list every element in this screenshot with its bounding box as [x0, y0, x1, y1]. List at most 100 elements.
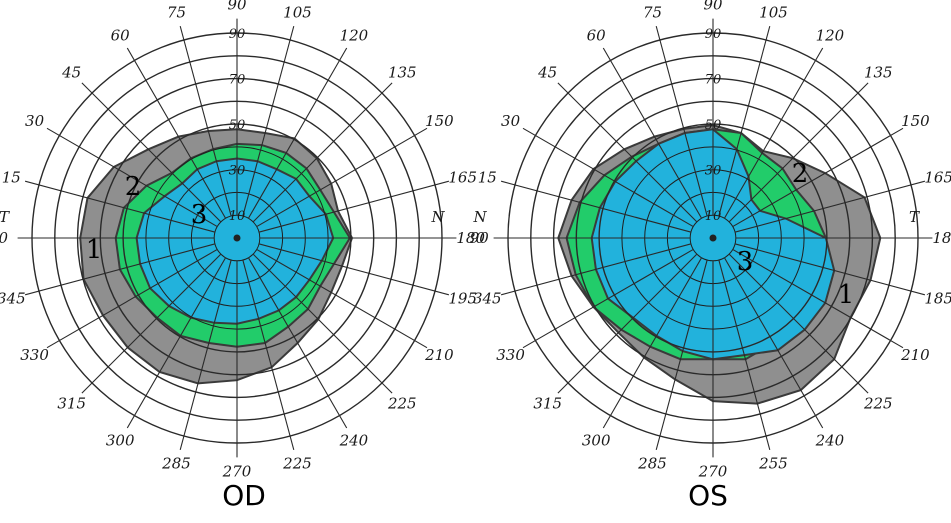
visual-field-chart-od: 0153045607590105120135150165180195210225…: [0, 0, 485, 481]
meridian-label: 60: [587, 27, 607, 45]
meridian-line: [602, 257, 703, 429]
meridian-line: [179, 259, 232, 451]
meridian-label: 150: [901, 112, 930, 130]
zone-number-1: 1: [838, 280, 855, 310]
meridian-line: [723, 47, 824, 219]
zone-number-3: 3: [737, 247, 754, 277]
meridian-line: [655, 25, 708, 217]
meridian-label: 105: [283, 3, 312, 21]
meridian-label: 135: [864, 64, 893, 82]
meridian-line: [522, 248, 694, 349]
meridian-label: 60: [111, 27, 131, 45]
zone-number-1: 1: [86, 235, 103, 265]
meridian-line: [734, 243, 926, 296]
eye-label-os: OS: [688, 479, 728, 512]
meridian-label: 180: [932, 229, 951, 247]
meridian-line: [728, 253, 869, 394]
perimeter-grid: [493, 18, 933, 458]
ring-degree-label: 30: [229, 164, 246, 179]
meridian-label: 315: [57, 394, 86, 412]
meridian-line: [126, 257, 227, 429]
meridian-labels: 9015304560759010512013515016518018521022…: [470, 0, 951, 481]
meridian-label: 120: [816, 27, 845, 45]
meridian-line: [734, 180, 926, 233]
ring-degree-label: 10: [705, 209, 722, 224]
meridian-line: [247, 47, 348, 219]
meridian-label: 315: [533, 394, 562, 412]
zone-number-2: 2: [125, 172, 142, 202]
meridian-label: 255: [758, 455, 788, 473]
field-zones: [79, 128, 354, 385]
zone-number-2: 2: [792, 159, 809, 189]
zone-3-area: [136, 158, 334, 324]
meridian-line: [522, 127, 694, 228]
meridian-label: 300: [106, 431, 135, 449]
meridian-label: 135: [388, 64, 417, 82]
meridian-label: 150: [425, 112, 454, 130]
meridian-label: 240: [815, 431, 845, 449]
meridian-line: [500, 180, 692, 233]
ring-degree-label: 50: [229, 118, 246, 133]
meridian-line: [602, 47, 703, 219]
meridian-label: 30: [501, 112, 521, 130]
zone-3-area: [591, 129, 835, 360]
meridian-line: [126, 47, 227, 219]
perimeter-grid: [17, 18, 457, 458]
ring-degree-label: 70: [229, 73, 246, 88]
zone-number-labels: 1 2 3: [86, 172, 208, 265]
ring-degree-label: 10: [229, 209, 246, 224]
meridian-label: 165: [924, 169, 951, 187]
zone-number-3: 3: [191, 200, 208, 230]
meridian-line: [81, 82, 222, 223]
side-label-left: N: [472, 208, 487, 226]
ring-degree-labels: 10 30 50 70 90: [705, 27, 722, 224]
meridian-line: [557, 253, 698, 394]
meridian-line: [655, 259, 708, 451]
meridian-label: 225: [387, 394, 417, 412]
ring-degree-label: 30: [705, 164, 722, 179]
meridian-label: 45: [61, 64, 81, 82]
meridian-label: 15: [2, 169, 21, 187]
meridian-label: 180: [456, 229, 485, 247]
meridian-label: 90: [703, 0, 723, 13]
meridian-line: [242, 259, 295, 451]
meridian-line: [500, 243, 692, 296]
meridian-label: 30: [25, 112, 45, 130]
fixation-point: [709, 234, 717, 242]
ring-degree-label: 90: [229, 27, 246, 42]
meridian-label: 270: [222, 463, 252, 481]
meridian-label: 120: [340, 27, 369, 45]
ring-degree-labels: 10 30 50 70 90: [229, 27, 246, 224]
meridian-label: 225: [282, 455, 312, 473]
meridian-line: [247, 257, 348, 429]
ring-degree-label: 50: [705, 118, 722, 133]
meridian-labels: 0153045607590105120135150165180195210225…: [0, 0, 485, 481]
meridian-label: 45: [537, 64, 557, 82]
meridian-line: [718, 25, 771, 217]
meridian-line: [24, 180, 216, 233]
meridian-label: 75: [167, 3, 186, 21]
meridian-label: 90: [227, 0, 247, 13]
meridian-label: 75: [643, 3, 662, 21]
meridian-label: 195: [448, 290, 477, 308]
ring-degree-label: 90: [705, 27, 722, 42]
meridian-line: [252, 82, 393, 223]
meridian-label: 285: [161, 455, 191, 473]
meridian-label: 15: [478, 169, 497, 187]
meridian-label: 300: [582, 431, 611, 449]
meridian-label: 285: [637, 455, 667, 473]
meridian-line: [723, 257, 824, 429]
meridian-label: 330: [496, 346, 525, 364]
meridian-line: [256, 248, 428, 349]
meridian-label: 345: [473, 290, 502, 308]
meridian-line: [242, 25, 295, 217]
meridian-label: 210: [900, 346, 930, 364]
meridian-label: 330: [20, 346, 49, 364]
meridian-label: 90: [470, 229, 490, 247]
meridian-line: [256, 127, 428, 228]
meridian-line: [718, 259, 771, 451]
side-label-left: T: [0, 208, 10, 226]
meridian-label: 225: [863, 394, 893, 412]
eye-label-od: OD: [222, 479, 266, 512]
